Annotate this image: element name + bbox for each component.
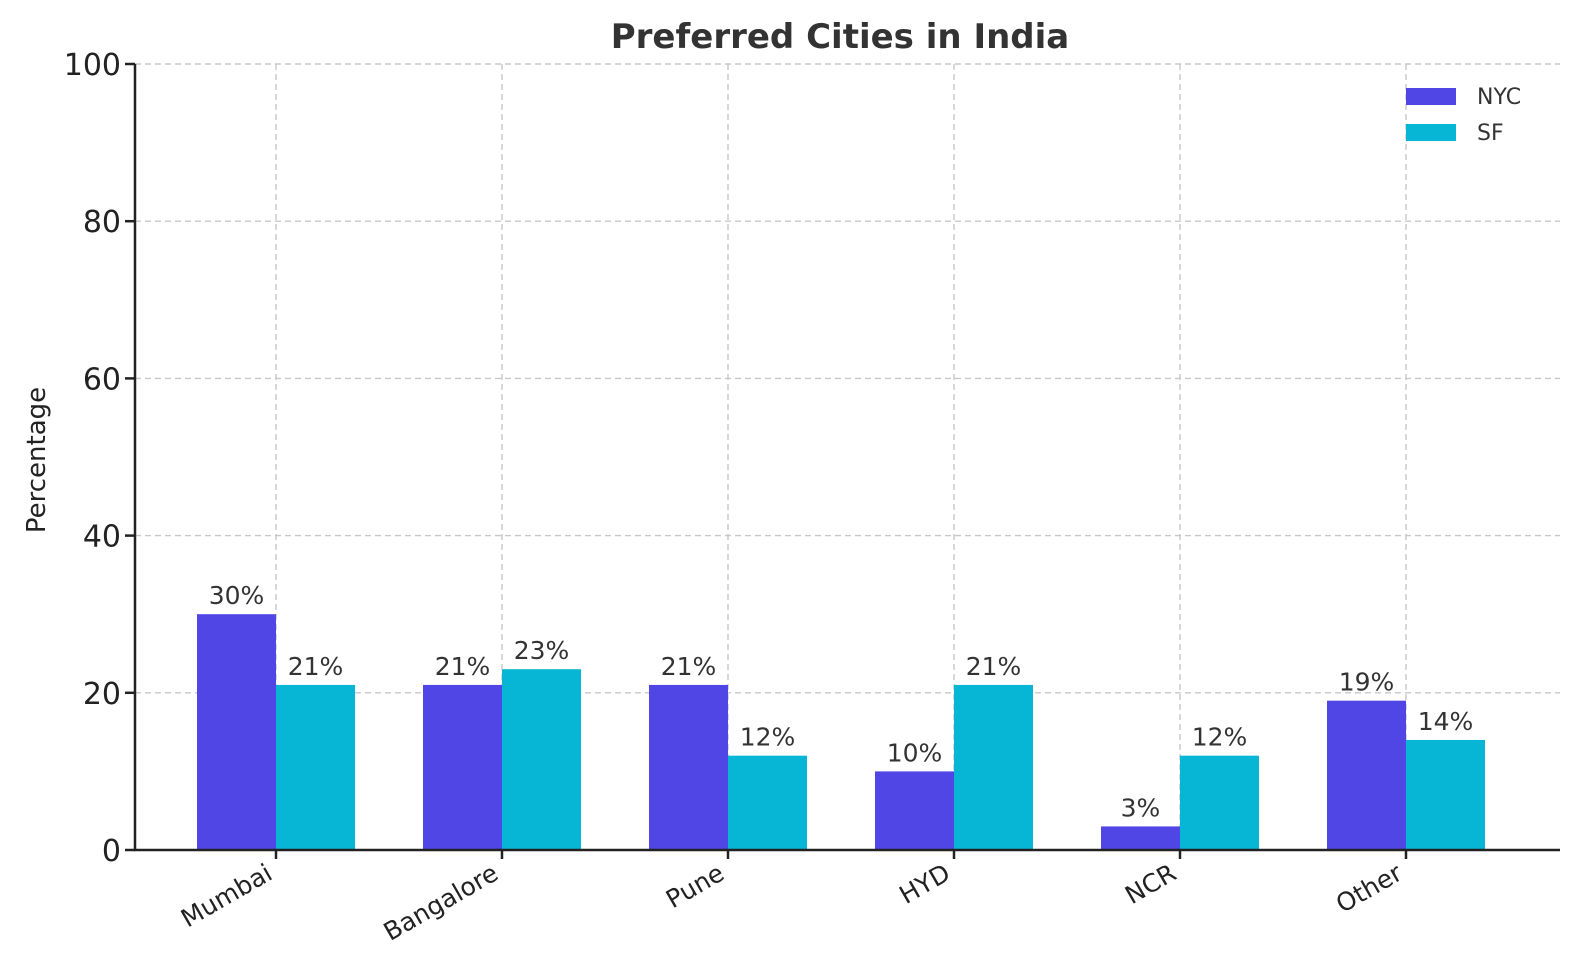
data-label: 23% xyxy=(514,636,570,665)
data-label: 3% xyxy=(1121,793,1161,822)
x-tick-label: Other xyxy=(1331,858,1408,919)
bar-sf-other xyxy=(1406,739,1485,850)
legend-swatch-sf xyxy=(1406,124,1456,141)
x-tick-label: Bangalore xyxy=(379,858,503,947)
legend: NYC SF xyxy=(1406,85,1521,146)
legend-label-nyc: NYC xyxy=(1477,85,1521,110)
bar-sf-hyd xyxy=(954,684,1033,850)
legend-label-sf: SF xyxy=(1477,121,1504,146)
y-tick-label: 100 xyxy=(64,48,121,83)
y-axis-label: Percentage xyxy=(22,387,52,533)
data-labels: 30% 21% 21% 10% 3% 19% 21% 23% 12% 21% 12% 14% xyxy=(209,581,1474,822)
data-label: 12% xyxy=(1192,723,1248,752)
x-tick-label: HYD xyxy=(894,858,955,910)
bar-sf-bangalore xyxy=(502,669,581,850)
data-label: 12% xyxy=(740,723,796,752)
bar-nyc-pune xyxy=(649,684,728,850)
chart-title: Preferred Cities in India xyxy=(611,17,1070,57)
bar-nyc-mumbai xyxy=(197,614,276,850)
data-label: 21% xyxy=(288,652,344,681)
bar-nyc-bangalore xyxy=(423,684,502,850)
x-tick-label: Pune xyxy=(661,858,729,914)
data-label: 21% xyxy=(966,652,1022,681)
data-label: 19% xyxy=(1339,668,1395,697)
bars xyxy=(197,614,1485,850)
data-label: 30% xyxy=(209,581,265,610)
y-tick-label: 60 xyxy=(83,362,121,397)
bar-nyc-other xyxy=(1327,700,1406,850)
x-tick-label: Mumbai xyxy=(176,858,277,933)
legend-swatch-nyc xyxy=(1406,88,1456,105)
y-tick-label: 20 xyxy=(83,677,121,712)
bar-sf-mumbai xyxy=(276,684,355,850)
data-label: 21% xyxy=(661,652,717,681)
data-label: 21% xyxy=(435,652,491,681)
data-label: 10% xyxy=(887,738,943,767)
bar-nyc-hyd xyxy=(875,771,954,850)
data-label: 14% xyxy=(1418,707,1474,736)
x-tick-label: NCR xyxy=(1120,858,1181,910)
bar-nyc-ncr xyxy=(1101,826,1180,850)
y-tick-label: 80 xyxy=(83,205,121,240)
y-tick-label: 0 xyxy=(102,834,121,869)
y-tick-label: 40 xyxy=(83,520,121,555)
bar-sf-pune xyxy=(728,755,807,850)
bar-sf-ncr xyxy=(1180,755,1259,850)
